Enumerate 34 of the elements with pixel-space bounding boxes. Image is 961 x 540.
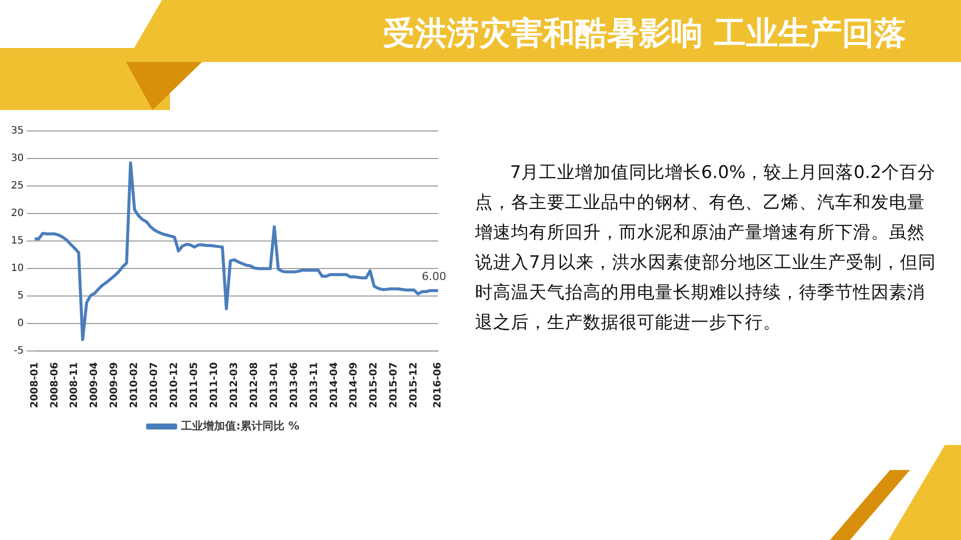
text: 7月工业增加值同比增长6.0%，较上月回落0.2个百分点，各主要工业品中的钢材、有色、乙烯、汽车和发电量增速均有所回升，而水泥和原油产量增速有所下滑。虽然说进入7月以来，洪水因素使部分地区工业生产受制，但同时高温天气抬高的用电量长期难以持续，待季节性因素消退之后，生产数据很可能进一步下行。 xyxy=(475,163,936,333)
y-tick-label: 20 xyxy=(10,208,24,220)
x-tick-label: 2013-06 xyxy=(288,362,300,408)
x-tick-label: 2009-04 xyxy=(89,362,100,408)
x-tick-label: 2009-09 xyxy=(109,362,120,408)
x-tick-label: 2015-02 xyxy=(368,362,380,408)
y-tick-label: 25 xyxy=(10,180,24,192)
x-tick-label: 2008-01 xyxy=(29,362,40,408)
x-tick-label: 2012-03 xyxy=(228,362,240,408)
x-tick-label: 2011-05 xyxy=(189,362,200,408)
x-tick-label: 2014-04 xyxy=(328,362,340,408)
y-tick-label: -5 xyxy=(14,346,24,357)
y-tick-label: 5 xyxy=(17,290,24,302)
x-tick-label: 2014-09 xyxy=(348,362,360,408)
y-tick-label: 35 xyxy=(10,126,24,137)
x-tick-label: 2011-10 xyxy=(208,362,220,408)
x-tick-label: 2008-11 xyxy=(69,362,80,408)
y-tick-label: 15 xyxy=(10,236,24,247)
x-tick-label: 2010-12 xyxy=(169,362,180,408)
legend-label: 工业增加值:累计同比 % xyxy=(180,419,300,432)
y-tick-label: 30 xyxy=(10,153,24,164)
x-tick-label: 2013-01 xyxy=(268,362,280,408)
x-tick-label: 2008-06 xyxy=(49,362,60,408)
x-tick-label: 2010-07 xyxy=(149,362,160,408)
x-tick-label: 2015-07 xyxy=(388,362,400,408)
y-tick-label: 0 xyxy=(17,318,24,330)
x-tick-label: 2013-11 xyxy=(308,362,320,408)
x-tick-label: 2012-08 xyxy=(248,362,260,408)
x-tick-label: 2010-02 xyxy=(129,362,140,408)
text: 受洪涝灾害和酷暑影响 工业生产回落 xyxy=(382,13,906,54)
y-tick-label: 10 xyxy=(10,263,24,274)
data-label: 6.00 xyxy=(422,270,446,283)
x-tick-label: 2016-06 xyxy=(432,362,444,408)
x-tick-label: 2015-12 xyxy=(408,362,420,408)
